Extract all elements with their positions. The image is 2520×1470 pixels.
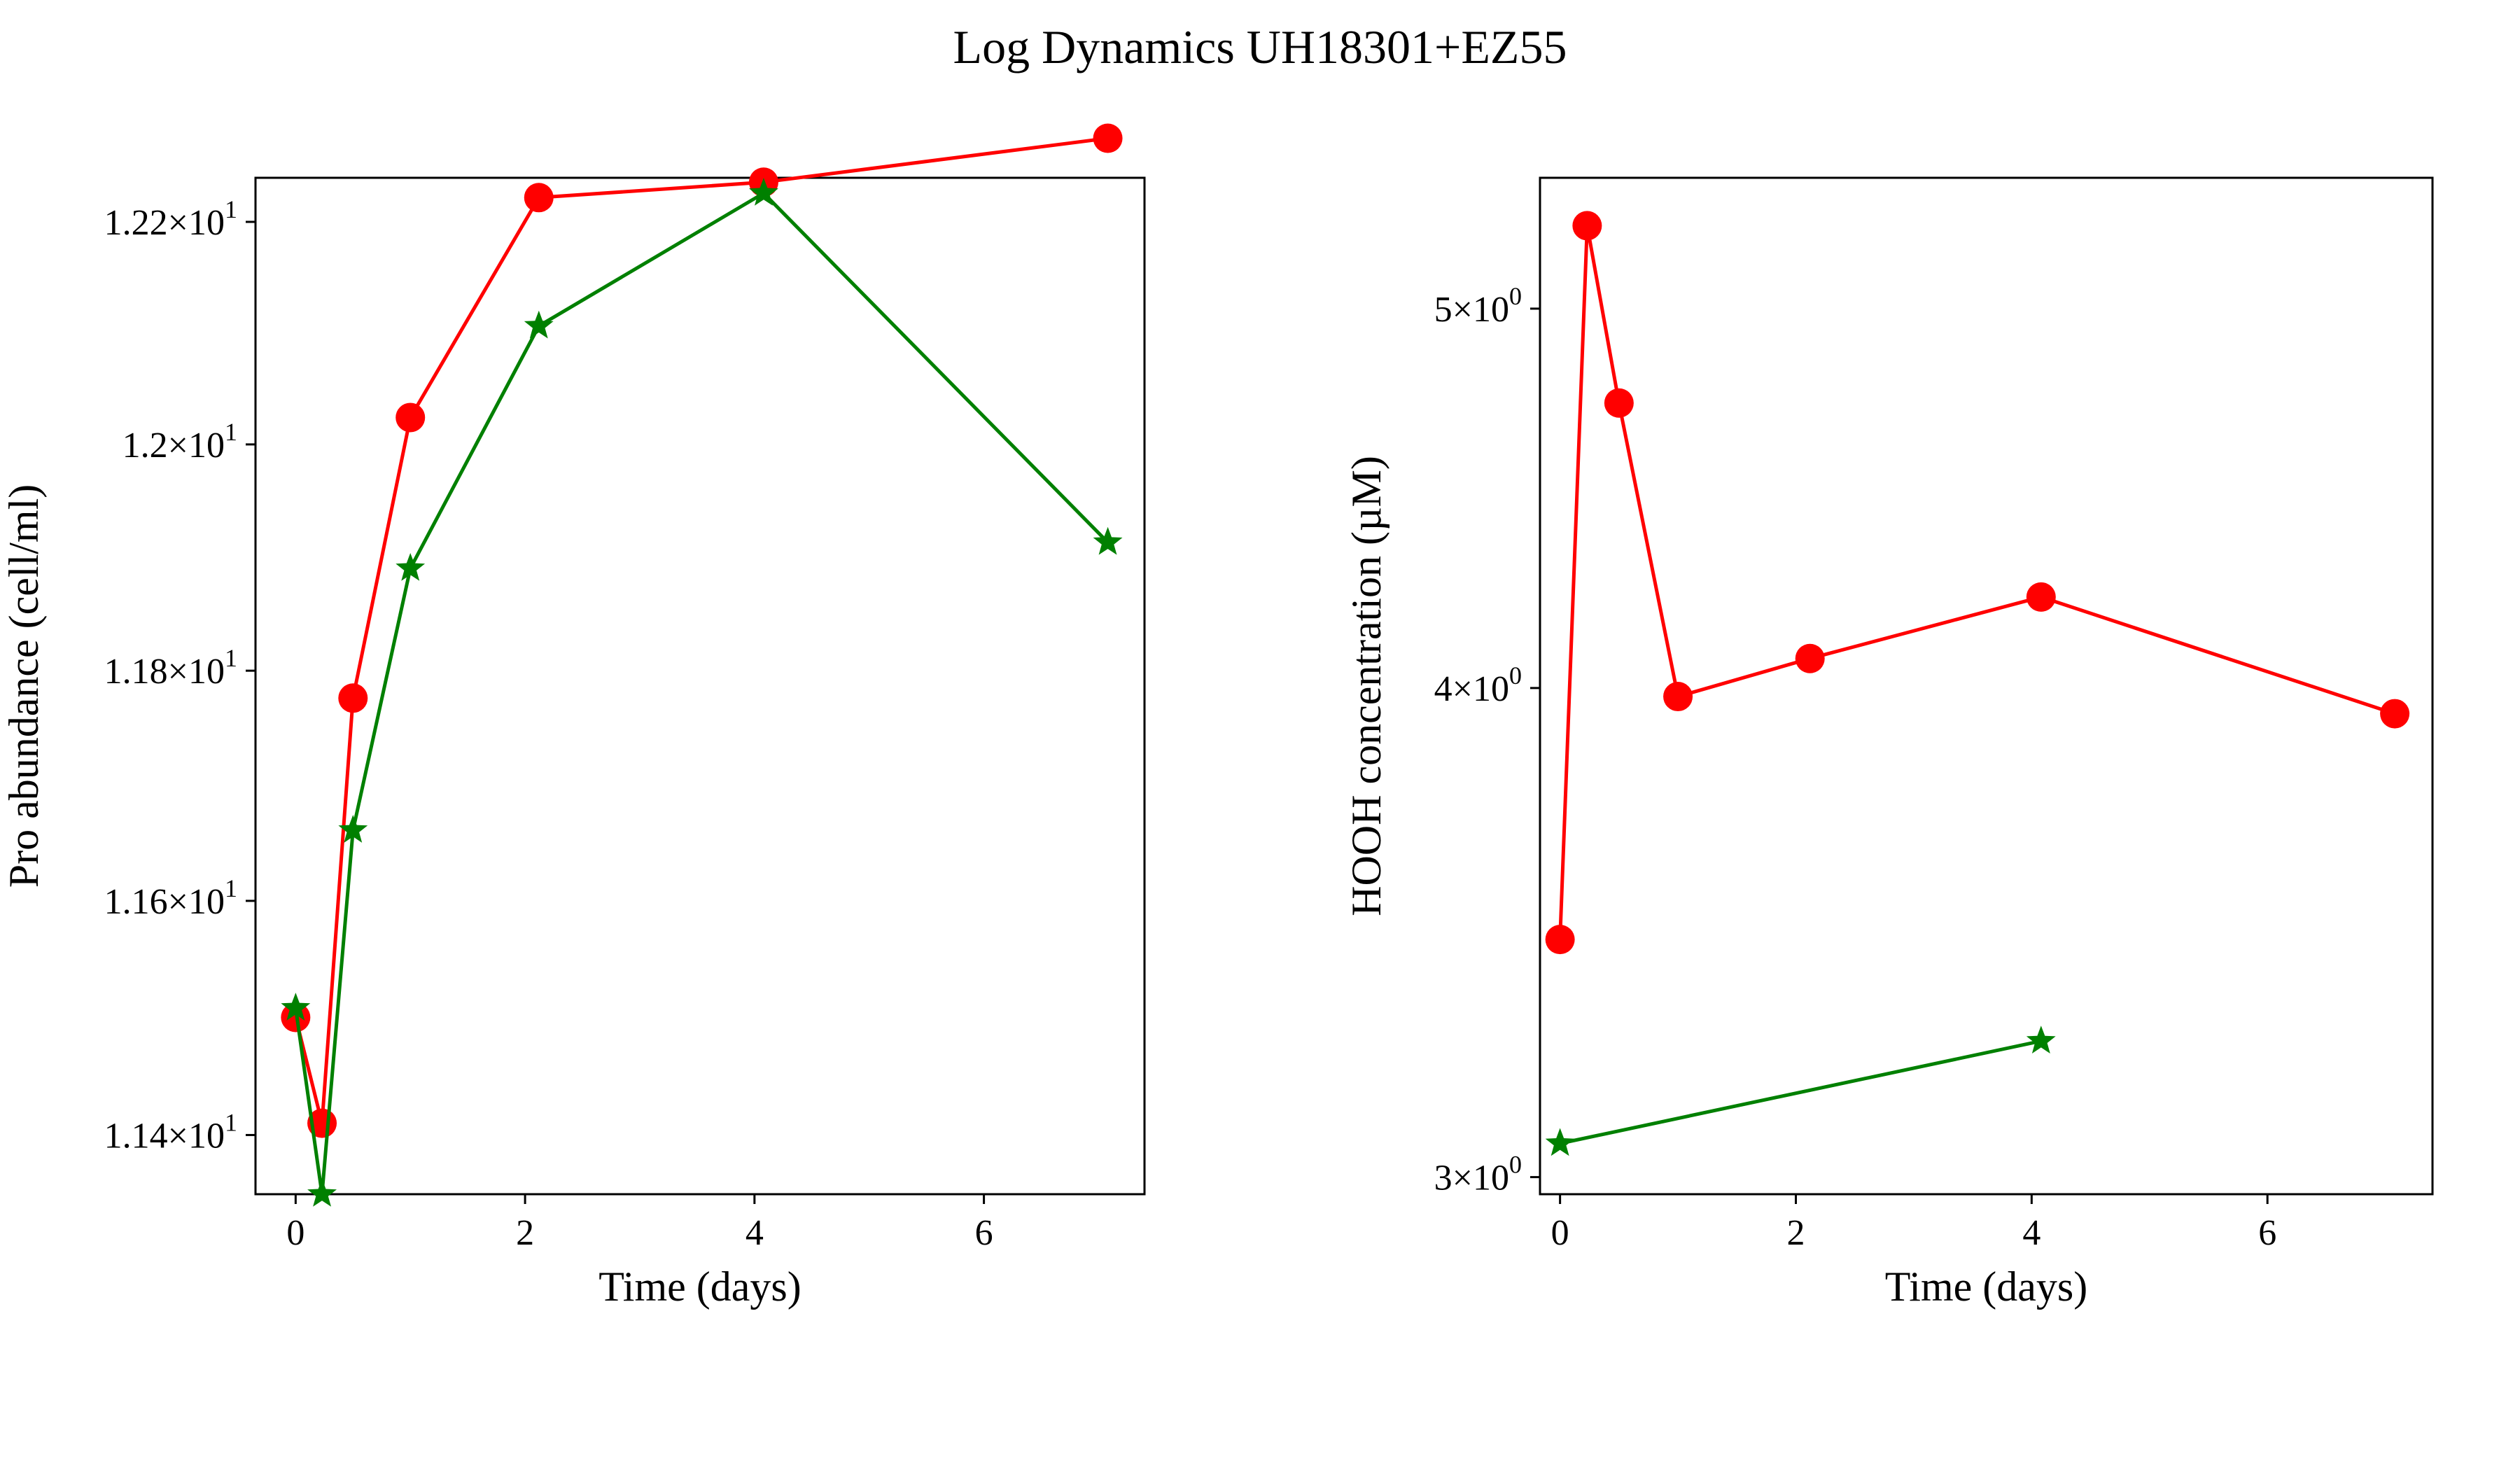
series-1-point xyxy=(1663,682,1693,712)
series-1-line xyxy=(293,136,1108,1126)
y-tick-label: 1.2×101 xyxy=(122,418,237,465)
x-tick-label: 4 xyxy=(2022,1213,2040,1253)
series-2-point xyxy=(307,1179,337,1207)
series-1-point xyxy=(2380,699,2410,729)
subplot-1: 0 2 4 6 1.14×101 1.16×101 1.18×101 1.2×101 1.22×… xyxy=(1,123,1146,1310)
plot-frame xyxy=(254,176,1146,1196)
x-tick-label: 6 xyxy=(2258,1213,2276,1253)
series-1-point xyxy=(2026,582,2056,612)
series-2-point xyxy=(524,310,554,339)
subplot-2: 0 2 4 6 3×100 4×100 5×100 Time (days) HOOH conce… xyxy=(1343,176,2434,1310)
plot-frame xyxy=(1539,176,2434,1196)
series-1-point xyxy=(1572,211,1602,241)
y-axis-label: HOOH concentration (µM) xyxy=(1343,456,1390,916)
series-1-point xyxy=(1604,388,1634,418)
x-tick-label: 2 xyxy=(1786,1213,1805,1253)
y-tick-label: 5×100 xyxy=(1434,282,1522,330)
x-tick-label: 0 xyxy=(286,1213,304,1253)
y-tick-label: 1.16×101 xyxy=(104,874,237,922)
series-2-line xyxy=(293,191,1110,1196)
x-tick-label: 4 xyxy=(746,1213,764,1253)
y-tick-label: 1.18×101 xyxy=(104,644,237,692)
series-1-point xyxy=(1545,925,1575,955)
series-2-point xyxy=(1545,1128,1575,1156)
series-2-point xyxy=(338,815,368,843)
x-tick-label: 2 xyxy=(516,1213,534,1253)
series-1-point xyxy=(524,183,554,213)
y-axis-label: Pro abundance (cell/ml) xyxy=(1,484,47,888)
page-title: Log Dynamics UH18301+EZ55 xyxy=(953,20,1567,74)
series-1-line xyxy=(1558,223,2395,940)
x-axis-label: Time (days) xyxy=(598,1264,801,1310)
y-tick-label: 3×100 xyxy=(1434,1151,1522,1198)
series-2-point xyxy=(749,178,778,206)
series-1-point xyxy=(338,683,368,713)
series-2-point xyxy=(281,993,311,1021)
series-2-point xyxy=(396,553,426,581)
series-2-line xyxy=(1560,1039,2042,1145)
y-tick-label: 1.14×101 xyxy=(104,1108,237,1156)
x-tick-label: 0 xyxy=(1551,1213,1569,1253)
series-1-point xyxy=(1093,123,1123,153)
series-2-point xyxy=(1093,526,1123,555)
series-2-point xyxy=(2026,1026,2056,1054)
x-axis-label: Time (days) xyxy=(1885,1264,2087,1310)
x-tick-label: 6 xyxy=(975,1213,993,1253)
y-tick-label: 4×100 xyxy=(1434,662,1522,709)
series-1-point xyxy=(396,402,426,433)
series-1-point xyxy=(1795,643,1825,673)
y-tick-label: 1.22×101 xyxy=(104,195,237,243)
